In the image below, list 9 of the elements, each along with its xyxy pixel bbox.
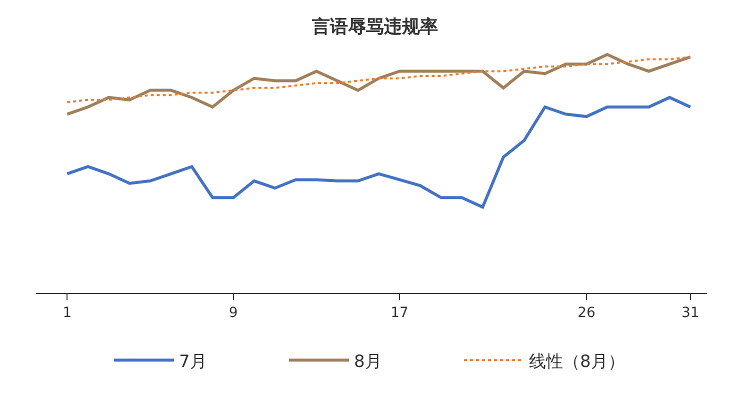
x-tick-label: 17 xyxy=(390,304,408,321)
x-tick-label: 31 xyxy=(681,304,700,321)
legend-label: 7月 xyxy=(179,352,207,372)
x-tick-label: 9 xyxy=(228,304,238,321)
x-tick-label: 1 xyxy=(62,304,72,321)
legend-label: 线性（8月） xyxy=(529,352,625,372)
chart-title: 言语辱骂违规率 xyxy=(311,16,438,38)
legend-label: 8月 xyxy=(354,352,382,372)
x-tick-label: 26 xyxy=(578,304,596,321)
